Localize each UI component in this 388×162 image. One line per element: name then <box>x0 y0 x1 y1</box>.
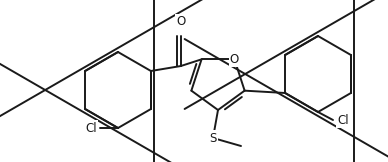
Text: O: O <box>230 53 239 66</box>
Text: Cl: Cl <box>337 114 349 127</box>
Text: O: O <box>176 15 185 28</box>
Text: Cl: Cl <box>85 122 97 134</box>
Text: S: S <box>209 132 217 145</box>
